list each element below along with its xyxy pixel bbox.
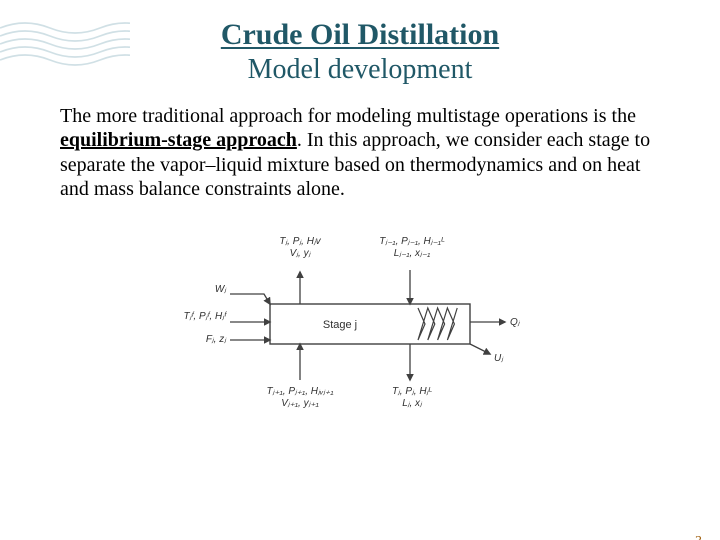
svg-text:Tⱼ, Pⱼ, Hⱼᴸ: Tⱼ, Pⱼ, Hⱼᴸ: [392, 386, 432, 397]
slide-title: Crude Oil Distillation: [0, 18, 720, 52]
svg-text:Vⱼ, yⱼ: Vⱼ, yⱼ: [290, 248, 312, 259]
svg-text:Fⱼ, zⱼ: Fⱼ, zⱼ: [206, 334, 227, 345]
svg-text:Lⱼ₋₁, xⱼ₋₁: Lⱼ₋₁, xⱼ₋₁: [394, 248, 430, 259]
svg-text:Qⱼ: Qⱼ: [510, 317, 521, 328]
svg-text:Tⱼᶠ, Pⱼᶠ, Hⱼᶠ: Tⱼᶠ, Pⱼᶠ, Hⱼᶠ: [183, 311, 226, 322]
svg-text:Tⱼ₊₁, Pⱼ₊₁, Hⱼᵥⱼ₊₁: Tⱼ₊₁, Pⱼ₊₁, Hⱼᵥⱼ₊₁: [267, 386, 334, 397]
svg-text:Tⱼ, Pⱼ, Hⱼᴠ: Tⱼ, Pⱼ, Hⱼᴠ: [279, 236, 321, 247]
svg-text:Lⱼ, xⱼ: Lⱼ, xⱼ: [402, 398, 423, 409]
slide-subtitle: Model development: [0, 54, 720, 86]
page-number: 3: [695, 534, 702, 540]
svg-text:Vⱼ₊₁, yⱼ₊₁: Vⱼ₊₁, yⱼ₊₁: [281, 398, 319, 409]
slide: Crude Oil Distillation Model development…: [0, 18, 720, 540]
svg-text:Uⱼ: Uⱼ: [494, 353, 504, 364]
stage-diagram: Stage j Tⱼ, Pⱼ, HⱼᴠVⱼ, yⱼ Tⱼ₋₁, Pⱼ₋₁, Hⱼ₋₁…: [180, 222, 540, 422]
diagram-container: Stage j Tⱼ, Pⱼ, HⱼᴠVⱼ, yⱼ Tⱼ₋₁, Pⱼ₋₁, Hⱼ₋₁…: [0, 222, 720, 422]
body-paragraph: The more traditional approach for modeli…: [60, 104, 665, 202]
body-bold: equilibrium-stage approach: [60, 129, 297, 151]
body-pre: The more traditional approach for modeli…: [60, 105, 636, 127]
svg-text:Wⱼ: Wⱼ: [215, 284, 227, 295]
svg-text:Stage j: Stage j: [323, 319, 357, 331]
svg-text:Tⱼ₋₁, Pⱼ₋₁, Hⱼ₋₁ᴸ: Tⱼ₋₁, Pⱼ₋₁, Hⱼ₋₁ᴸ: [379, 236, 445, 247]
